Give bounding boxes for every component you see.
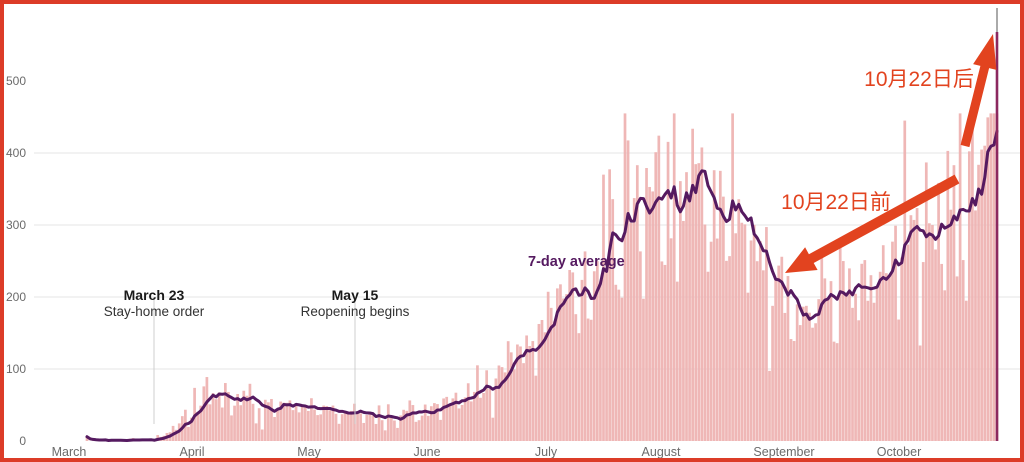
svg-text:10月22日前: 10月22日前 (781, 191, 891, 214)
svg-text:Reopening begins: Reopening begins (301, 304, 410, 319)
svg-text:7-day average: 7-day average (528, 254, 625, 270)
svg-text:Stay-home order: Stay-home order (104, 304, 205, 319)
svg-text:May 15: May 15 (332, 287, 379, 303)
svg-text:March 23: March 23 (124, 287, 185, 303)
svg-text:10月22日后: 10月22日后 (864, 68, 974, 91)
